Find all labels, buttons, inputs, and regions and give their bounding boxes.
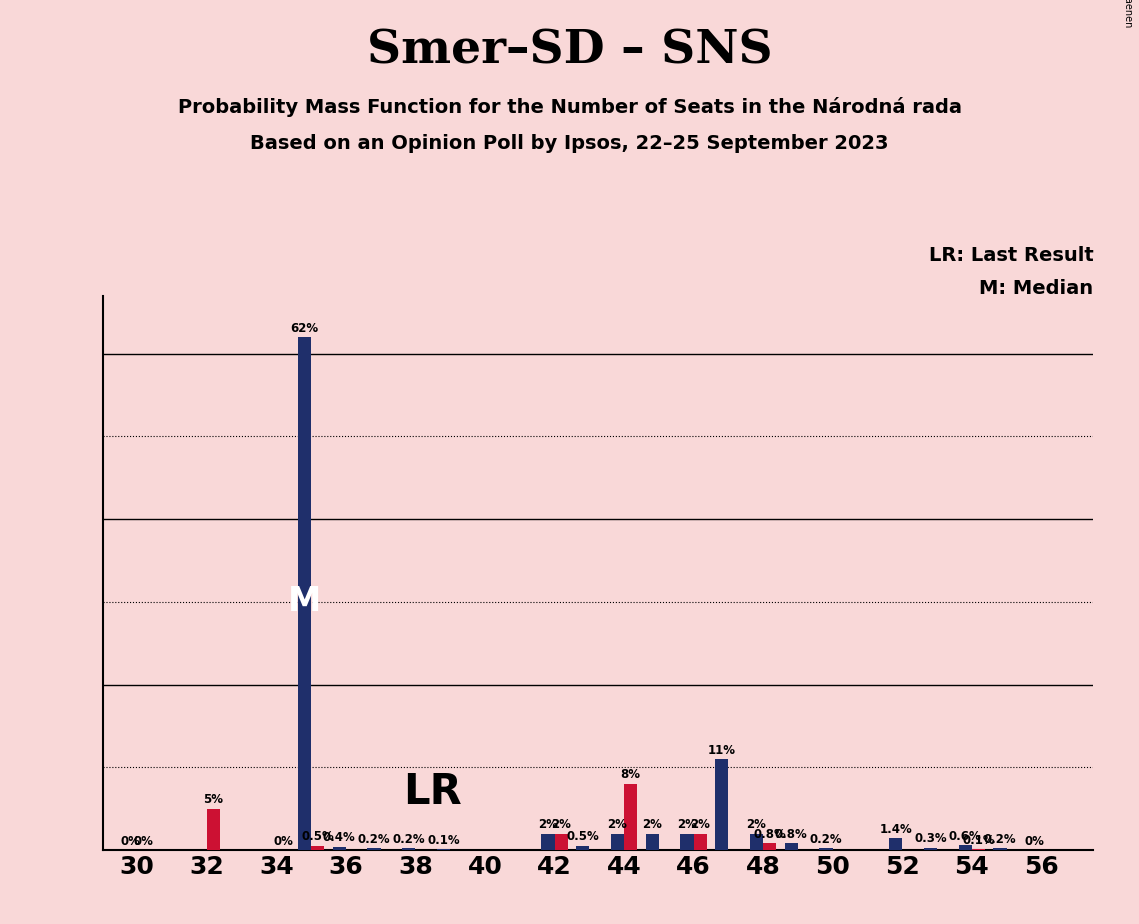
- Text: 8%: 8%: [621, 769, 640, 782]
- Bar: [680, 833, 694, 850]
- Text: Based on an Opinion Poll by Ipsos, 22–25 September 2023: Based on an Opinion Poll by Ipsos, 22–25…: [251, 134, 888, 153]
- Text: 0.2%: 0.2%: [984, 833, 1016, 846]
- Text: 0.2%: 0.2%: [358, 833, 391, 846]
- Text: 0%: 0%: [273, 834, 293, 847]
- Bar: [993, 848, 1007, 850]
- Text: 0.8%: 0.8%: [753, 828, 786, 841]
- Text: 0.3%: 0.3%: [915, 833, 947, 845]
- Bar: [311, 846, 325, 850]
- Bar: [207, 808, 220, 850]
- Text: 0%: 0%: [121, 834, 140, 847]
- Bar: [333, 846, 346, 850]
- Text: M: M: [288, 585, 321, 618]
- Bar: [555, 833, 567, 850]
- Text: 2%: 2%: [677, 818, 697, 831]
- Text: 62%: 62%: [290, 322, 319, 334]
- Text: 0%: 0%: [1025, 834, 1044, 847]
- Bar: [368, 848, 380, 850]
- Bar: [715, 759, 728, 850]
- Text: 11%: 11%: [707, 744, 736, 757]
- Text: © 2023 Filip van Laenen: © 2023 Filip van Laenen: [1123, 0, 1133, 28]
- Bar: [611, 833, 624, 850]
- Bar: [959, 845, 972, 850]
- Text: 0.5%: 0.5%: [566, 831, 599, 844]
- Bar: [298, 337, 311, 850]
- Text: LR: LR: [403, 772, 462, 813]
- Text: 0.2%: 0.2%: [810, 833, 843, 846]
- Bar: [402, 848, 416, 850]
- Bar: [694, 833, 707, 850]
- Text: 0.4%: 0.4%: [323, 832, 355, 845]
- Text: 2%: 2%: [746, 818, 767, 831]
- Text: 0.2%: 0.2%: [393, 833, 425, 846]
- Text: 1.4%: 1.4%: [879, 823, 912, 836]
- Bar: [924, 847, 937, 850]
- Text: 0.1%: 0.1%: [962, 833, 994, 846]
- Text: M: Median: M: Median: [980, 279, 1093, 298]
- Bar: [624, 784, 637, 850]
- Text: 2%: 2%: [642, 818, 662, 831]
- Text: 0.5%: 0.5%: [302, 831, 334, 844]
- Bar: [576, 846, 589, 850]
- Text: Smer–SD – SNS: Smer–SD – SNS: [367, 28, 772, 74]
- Bar: [763, 844, 777, 850]
- Text: 5%: 5%: [204, 793, 223, 807]
- Text: LR: Last Result: LR: Last Result: [928, 246, 1093, 265]
- Text: 2%: 2%: [690, 818, 710, 831]
- Text: 0.6%: 0.6%: [949, 830, 982, 843]
- Text: 2%: 2%: [607, 818, 628, 831]
- Text: 2%: 2%: [538, 818, 558, 831]
- Text: 2%: 2%: [551, 818, 571, 831]
- Bar: [749, 833, 763, 850]
- Bar: [819, 848, 833, 850]
- Text: 0%: 0%: [134, 834, 154, 847]
- Text: 0.1%: 0.1%: [427, 833, 460, 846]
- Text: 0.8%: 0.8%: [775, 828, 808, 841]
- Bar: [785, 844, 798, 850]
- Bar: [541, 833, 555, 850]
- Text: Probability Mass Function for the Number of Seats in the Národná rada: Probability Mass Function for the Number…: [178, 97, 961, 117]
- Bar: [646, 833, 658, 850]
- Bar: [890, 838, 902, 850]
